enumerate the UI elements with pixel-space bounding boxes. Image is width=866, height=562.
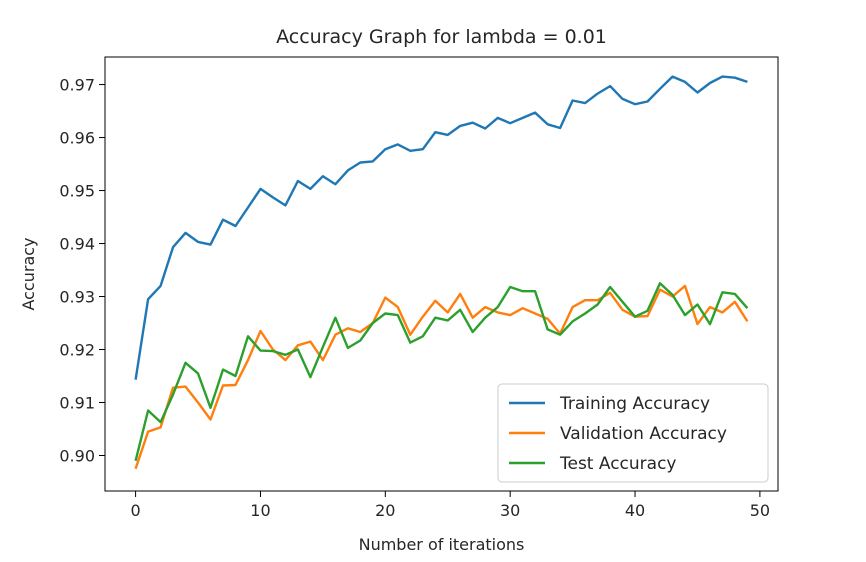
- y-tick-label: 0.97: [59, 76, 95, 95]
- y-tick-label: 0.95: [59, 182, 95, 201]
- y-axis: 0.90 0.91 0.92 0.93 0.94 0.95 0.96 0.97: [59, 76, 105, 465]
- legend-label-test-accuracy: Test Accuracy: [559, 454, 677, 474]
- y-tick-label: 0.90: [59, 446, 95, 465]
- chart-title: Accuracy Graph for lambda = 0.01: [276, 26, 607, 48]
- x-tick-label: 40: [625, 501, 645, 520]
- x-tick-label: 10: [250, 501, 270, 520]
- x-axis: 0 10 20 30 40 50: [130, 491, 770, 520]
- series-line-training-accuracy: [134, 75, 748, 380]
- x-axis-label: Number of iterations: [359, 535, 525, 554]
- y-tick-label: 0.92: [59, 341, 95, 360]
- x-tick-label: 20: [375, 501, 395, 520]
- legend-box: [497, 383, 769, 483]
- y-tick-label: 0.93: [59, 288, 95, 307]
- x-tick-label: 30: [500, 501, 520, 520]
- legend-label-training-accuracy: Training Accuracy: [559, 394, 710, 414]
- y-axis-label: Accuracy: [19, 237, 38, 310]
- x-tick-label: 0: [130, 501, 140, 520]
- y-tick-label: 0.94: [59, 235, 95, 254]
- y-tick-label: 0.91: [59, 394, 95, 413]
- legend-label-validation-accuracy: Validation Accuracy: [560, 424, 727, 444]
- plot-frame: [104, 56, 779, 492]
- series-line-test-accuracy: [134, 282, 749, 462]
- x-tick-label: 50: [750, 501, 770, 520]
- y-tick-label: 0.96: [59, 129, 95, 148]
- legend: Training Accuracy Validation Accuracy Test…: [497, 383, 769, 483]
- series-line-validation-accuracy: [134, 284, 749, 470]
- series-layer: [134, 75, 749, 470]
